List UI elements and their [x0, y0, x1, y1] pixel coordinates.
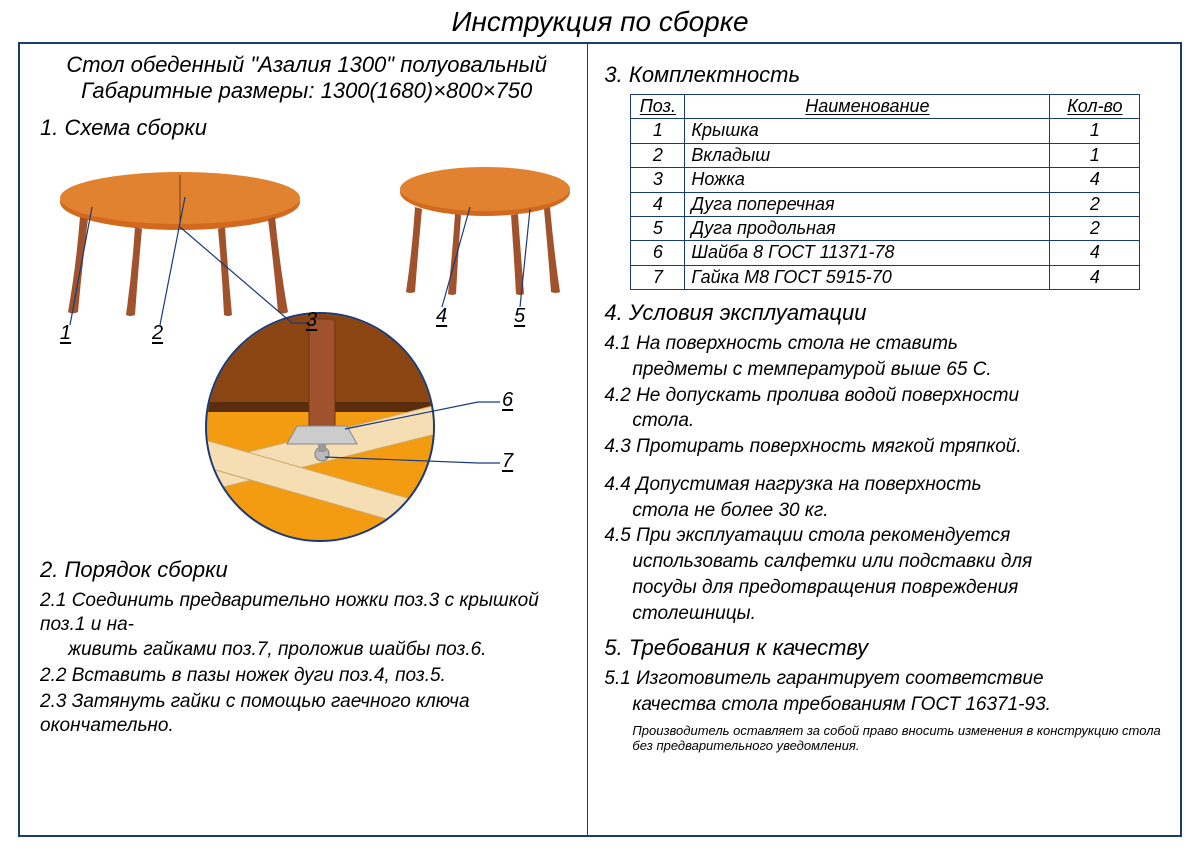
cell-pos: 6	[631, 241, 685, 265]
cond-4-4a: 4.4 Допустимая нагрузка на поверхность	[604, 473, 1164, 497]
table-row: 3Ножка4	[631, 168, 1140, 192]
cell-name: Ножка	[685, 168, 1050, 192]
step-2-2: 2.2 Вставить в пазы ножек дуги поз.4, по…	[40, 664, 573, 688]
cell-name: Крышка	[685, 119, 1050, 143]
product-name: Стол обеденный "Азалия 1300" полуовальны…	[40, 52, 573, 78]
qual-5-1b: качества стола требованиям ГОСТ 16371-93…	[604, 693, 1164, 717]
table-row: 6Шайба 8 ГОСТ 11371-784	[631, 241, 1140, 265]
product-dimensions: Габаритные размеры: 1300(1680)×800×750	[40, 78, 573, 104]
section-3-heading: 3. Комплектность	[604, 62, 1164, 88]
footnote: Производитель оставляет за собой право в…	[604, 723, 1164, 754]
section-1-heading: 1. Схема сборки	[40, 115, 573, 141]
section-5-heading: 5. Требования к качеству	[604, 635, 1164, 661]
table-front-icon	[50, 167, 310, 327]
cond-4-1b: предметы с температурой выше 65 С.	[604, 358, 1164, 382]
cell-name: Дуга поперечная	[685, 192, 1050, 216]
quality-reqs: 5.1 Изготовитель гарантирует соответстви…	[604, 667, 1164, 717]
callout-2: 2	[152, 322, 163, 345]
section-2-heading: 2. Порядок сборки	[40, 557, 573, 583]
cond-4-2a: 4.2 Не допускать пролива водой поверхнос…	[604, 384, 1164, 408]
qual-5-1a: 5.1 Изготовитель гарантирует соответстви…	[604, 667, 1164, 691]
cell-name: Гайка М8 ГОСТ 5915-70	[685, 265, 1050, 289]
cell-pos: 4	[631, 192, 685, 216]
assembly-steps: 2.1 Соединить предварительно ножки поз.3…	[40, 589, 573, 738]
table-row: 4Дуга поперечная2	[631, 192, 1140, 216]
cell-name: Дуга продольная	[685, 216, 1050, 240]
cond-4-4b: стола не более 30 кг.	[604, 499, 1164, 523]
assembly-diagram: 1 2 3 4 5 6 7	[40, 147, 573, 547]
cell-pos: 5	[631, 216, 685, 240]
cell-pos: 1	[631, 119, 685, 143]
cell-qty: 2	[1050, 216, 1140, 240]
parts-table: Поз. Наименование Кол-во 1Крышка12Вклады…	[630, 94, 1140, 290]
cell-pos: 7	[631, 265, 685, 289]
cond-4-5c: посуды для предотвращения повреждения	[604, 576, 1164, 600]
cell-qty: 4	[1050, 265, 1140, 289]
table-row: 2Вкладыш1	[631, 143, 1140, 167]
th-qty: Кол-во	[1050, 95, 1140, 119]
table-row: 1Крышка1	[631, 119, 1140, 143]
callout-3: 3	[306, 309, 317, 332]
cond-4-1a: 4.1 На поверхность стола не ставить	[604, 332, 1164, 356]
cond-4-5d: столешницы.	[604, 602, 1164, 626]
section-4-heading: 4. Условия эксплуатации	[604, 300, 1164, 326]
table-row: 7Гайка М8 ГОСТ 5915-704	[631, 265, 1140, 289]
page-title: Инструкция по сборке	[0, 0, 1200, 42]
cell-qty: 4	[1050, 168, 1140, 192]
right-column: 3. Комплектность Поз. Наименование Кол-в…	[588, 44, 1180, 835]
cond-4-2b: стола.	[604, 409, 1164, 433]
cell-name: Вкладыш	[685, 143, 1050, 167]
joint-detail-icon	[207, 314, 435, 542]
callout-1: 1	[60, 322, 71, 345]
cell-qty: 1	[1050, 143, 1140, 167]
callout-7: 7	[502, 450, 513, 473]
cell-qty: 4	[1050, 241, 1140, 265]
document-frame: Стол обеденный "Азалия 1300" полуовальны…	[18, 42, 1182, 837]
callout-6: 6	[502, 389, 513, 412]
callout-4: 4	[436, 305, 447, 328]
cond-4-5b: использовать салфетки или подставки для	[604, 550, 1164, 574]
th-name: Наименование	[685, 95, 1050, 119]
cell-pos: 3	[631, 168, 685, 192]
table-back-icon	[390, 162, 580, 312]
cell-qty: 1	[1050, 119, 1140, 143]
cond-4-3: 4.3 Протирать поверхность мягкой тряпкой…	[604, 435, 1164, 459]
table-row: 5Дуга продольная2	[631, 216, 1140, 240]
step-2-1b: живить гайками поз.7, проложив шайбы поз…	[40, 638, 573, 662]
cell-qty: 2	[1050, 192, 1140, 216]
step-2-1a: 2.1 Соединить предварительно ножки поз.3…	[40, 589, 573, 637]
cell-pos: 2	[631, 143, 685, 167]
usage-conditions: 4.1 На поверхность стола не ставить пред…	[604, 332, 1164, 625]
th-pos: Поз.	[631, 95, 685, 119]
step-2-3: 2.3 Затянуть гайки с помощью гаечного кл…	[40, 690, 573, 738]
cond-4-5a: 4.5 При эксплуатации стола рекомендуется	[604, 524, 1164, 548]
cell-name: Шайба 8 ГОСТ 11371-78	[685, 241, 1050, 265]
callout-5: 5	[514, 305, 525, 328]
left-column: Стол обеденный "Азалия 1300" полуовальны…	[20, 44, 588, 835]
